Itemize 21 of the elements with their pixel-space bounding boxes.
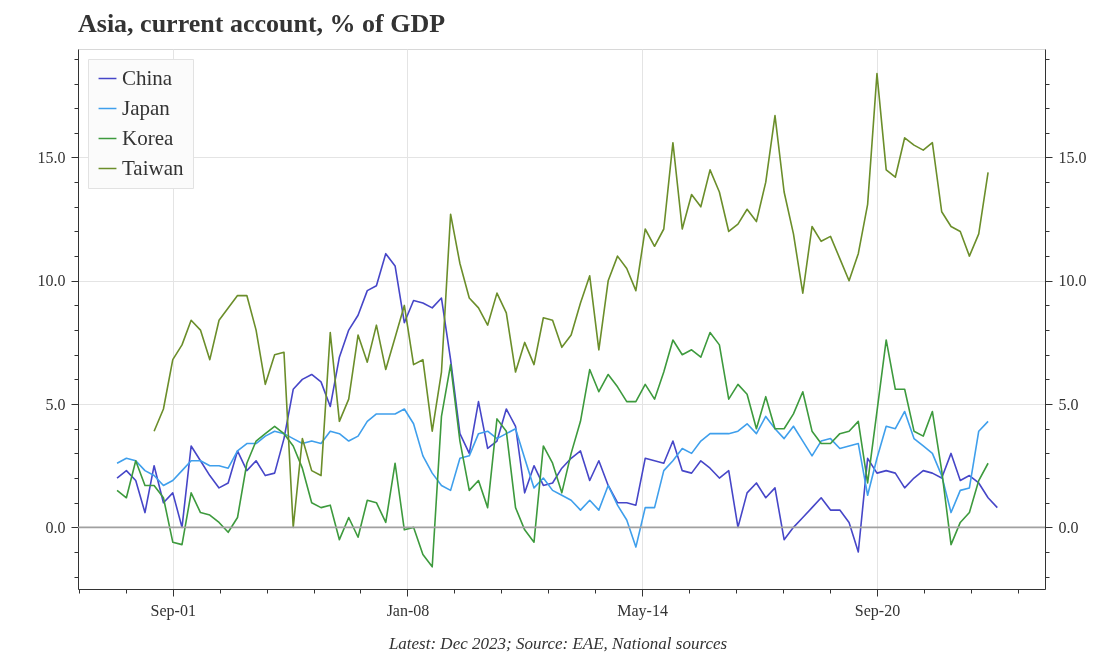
line-series: [116, 331, 989, 568]
line-series: [116, 408, 989, 548]
y2-tick-label: 5.0: [1058, 395, 1079, 413]
y-tick-label: 10.0: [37, 272, 66, 290]
y-tick-label: 0.0: [45, 518, 66, 536]
y-tick-label: 5.0: [45, 395, 66, 413]
legend-label: Japan: [122, 95, 171, 120]
x-tick-label: Sep-01: [150, 601, 196, 620]
y2-tick-label: 10.0: [1058, 272, 1087, 290]
legend-label: Korea: [122, 125, 174, 150]
x-tick-label: Sep-20: [854, 601, 901, 620]
text: Latest: Dec 2023; Source: EAE, National sources: [387, 634, 729, 654]
legend-label: Taiwan: [122, 155, 184, 180]
chart-title: Asia, current account, % of GDP: [78, 9, 446, 38]
x-tick-label: Jan-08: [386, 601, 430, 619]
legend-label: China: [122, 65, 173, 90]
line-series: [116, 252, 999, 553]
y2-tick-label: 0.0: [1058, 518, 1079, 536]
y2-tick-label: 15.0: [1058, 148, 1087, 166]
y-tick-label: 15.0: [37, 148, 66, 166]
x-tick-label: May-14: [617, 601, 668, 620]
